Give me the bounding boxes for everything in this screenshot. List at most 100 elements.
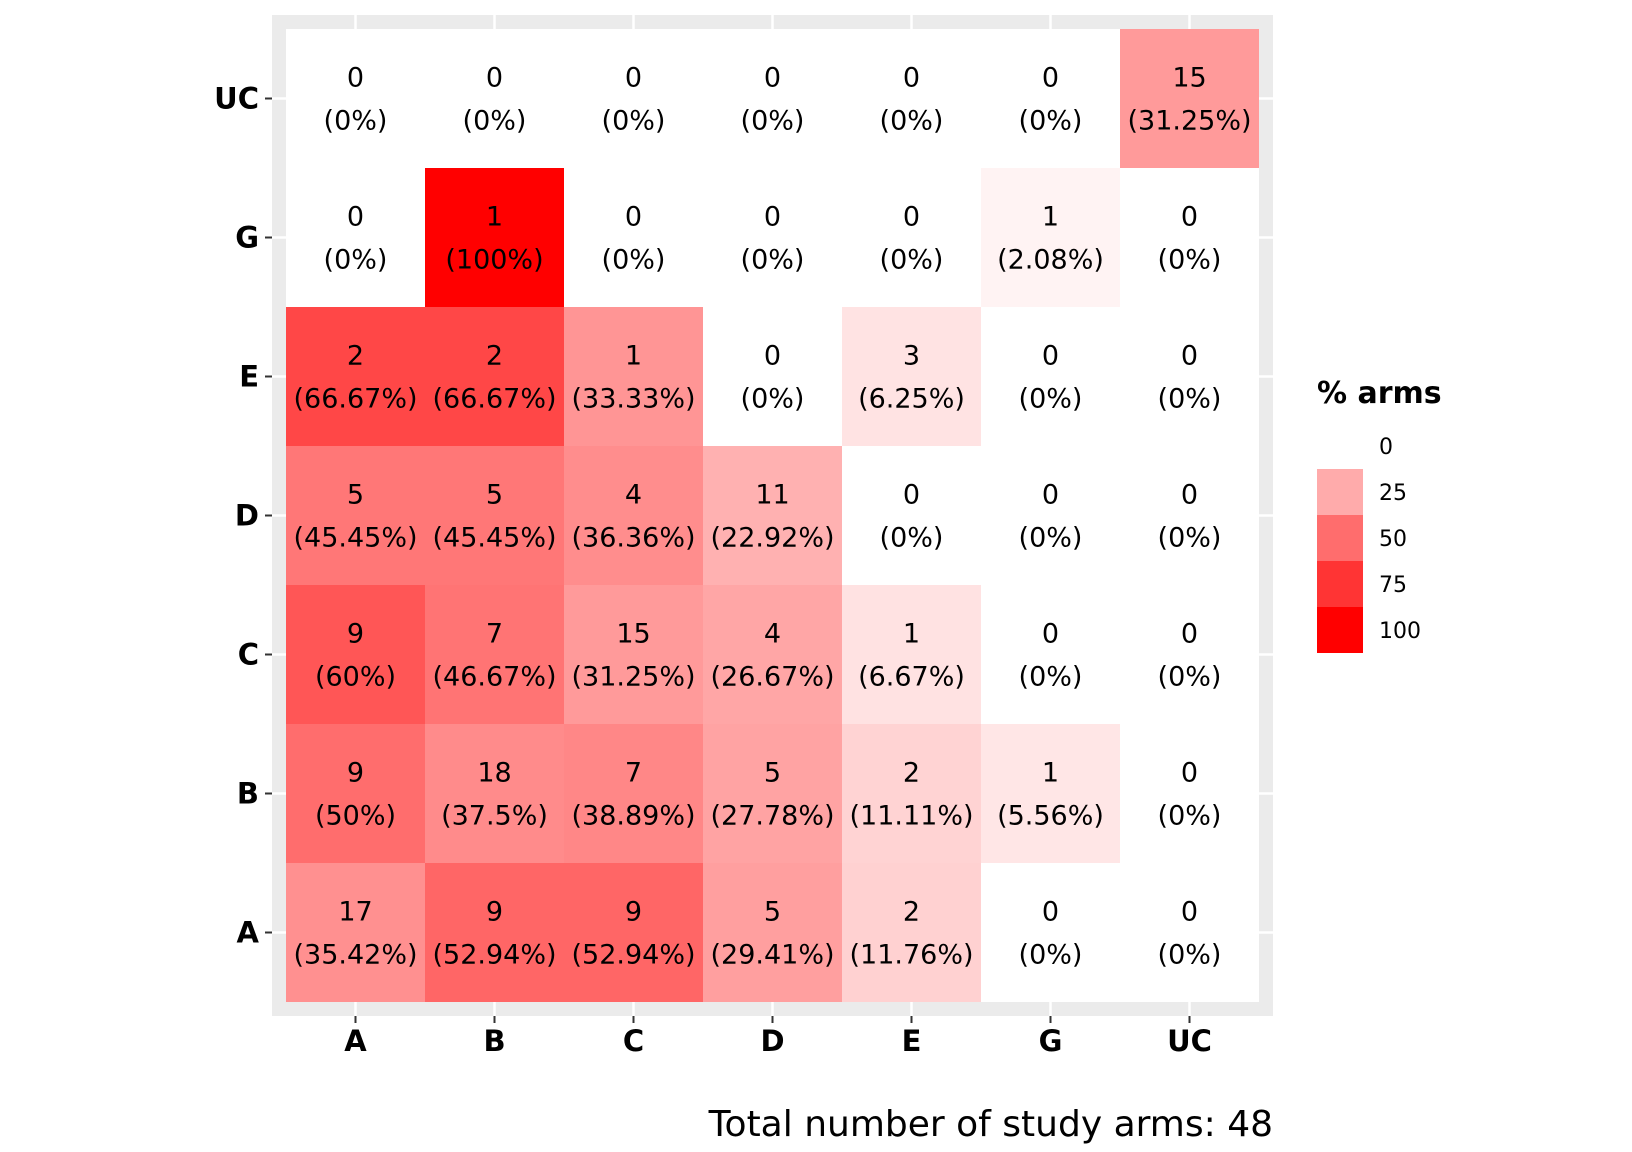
heatmap-cells <box>286 29 1259 1002</box>
legend-label: 100 <box>1379 619 1421 644</box>
cell-percent-label: (0%) <box>741 106 805 137</box>
heatmap-cell <box>286 29 425 168</box>
heatmap-cell <box>703 585 842 724</box>
cell-count-label: 0 <box>625 202 642 233</box>
cell-count-label: 0 <box>1181 341 1198 372</box>
cell-percent-label: (0%) <box>602 106 666 137</box>
cell-percent-label: (0%) <box>880 245 944 276</box>
axes: A B C D E G UC A B C D E G UC <box>214 82 1212 1059</box>
cell-count-label: 5 <box>486 480 503 511</box>
cell-count-label: 0 <box>486 63 503 94</box>
heatmap-cell <box>564 446 703 585</box>
cell-percent-label: (0%) <box>1019 940 1083 971</box>
heatmap-cell <box>564 585 703 724</box>
cell-count-label: 2 <box>347 341 364 372</box>
cell-count-label: 11 <box>755 480 789 511</box>
heatmap-cell <box>286 168 425 307</box>
heatmap-cell <box>981 307 1120 446</box>
cell-percent-label: (52.94%) <box>571 940 695 971</box>
cell-percent-label: (45.45%) <box>432 523 556 554</box>
cell-count-label: 0 <box>1181 480 1198 511</box>
heatmap-cell <box>842 446 981 585</box>
cell-count-label: 0 <box>347 202 364 233</box>
cell-count-label: 15 <box>616 619 650 650</box>
cell-count-label: 0 <box>903 202 920 233</box>
cell-count-label: 1 <box>625 341 642 372</box>
heatmap-cell <box>425 863 564 1002</box>
heatmap-cell <box>981 863 1120 1002</box>
cell-count-label: 2 <box>903 897 920 928</box>
heatmap-cell <box>703 29 842 168</box>
cell-percent-label: (0%) <box>1019 662 1083 693</box>
heatmap-cell <box>425 307 564 446</box>
heatmap-cell <box>286 863 425 1002</box>
heatmap-cell <box>564 168 703 307</box>
heatmap-cell <box>425 29 564 168</box>
cell-count-label: 7 <box>625 758 642 789</box>
cell-percent-label: (0%) <box>1019 523 1083 554</box>
heatmap-cell <box>842 724 981 863</box>
legend-label: 75 <box>1379 573 1407 598</box>
cell-count-label: 9 <box>347 619 364 650</box>
cell-count-label: 5 <box>764 897 781 928</box>
cell-percent-label: (0%) <box>1158 801 1222 832</box>
cell-count-label: 5 <box>764 758 781 789</box>
heatmap-cell <box>1120 724 1259 863</box>
heatmap-cell <box>703 863 842 1002</box>
cell-count-label: 0 <box>764 63 781 94</box>
cell-percent-label: (0%) <box>324 245 388 276</box>
cell-percent-label: (46.67%) <box>432 662 556 693</box>
cell-percent-label: (0%) <box>602 245 666 276</box>
cell-percent-label: (27.78%) <box>710 801 834 832</box>
cell-percent-label: (0%) <box>741 245 805 276</box>
heatmap-cell <box>1120 29 1259 168</box>
heatmap-cell <box>1120 863 1259 1002</box>
cell-count-label: 0 <box>347 63 364 94</box>
cell-percent-label: (0%) <box>324 106 388 137</box>
heatmap-cell <box>564 307 703 446</box>
cell-percent-label: (11.76%) <box>849 940 973 971</box>
cell-count-label: 0 <box>1042 619 1059 650</box>
cell-percent-label: (31.25%) <box>1127 106 1251 137</box>
heatmap-cell <box>842 29 981 168</box>
cell-count-label: 18 <box>477 758 511 789</box>
cell-percent-label: (35.42%) <box>293 940 417 971</box>
cell-percent-label: (0%) <box>1158 940 1222 971</box>
legend-key <box>1317 469 1363 515</box>
cell-percent-label: (0%) <box>463 106 527 137</box>
cell-percent-label: (6.25%) <box>858 384 965 415</box>
cell-percent-label: (0%) <box>1019 106 1083 137</box>
y-tick-label: B <box>237 777 259 811</box>
cell-percent-label: (66.67%) <box>432 384 556 415</box>
heatmap-cell <box>981 168 1120 307</box>
legend-title: % arms <box>1317 376 1442 411</box>
y-tick-label: A <box>237 916 260 950</box>
cell-percent-label: (45.45%) <box>293 523 417 554</box>
heatmap-cell <box>703 446 842 585</box>
cell-count-label: 2 <box>903 758 920 789</box>
cell-percent-label: (0%) <box>741 384 805 415</box>
cell-percent-label: (0%) <box>1158 245 1222 276</box>
cell-count-label: 1 <box>1042 202 1059 233</box>
cell-percent-label: (31.25%) <box>571 662 695 693</box>
heatmap-cell <box>981 29 1120 168</box>
cell-percent-label: (0%) <box>1158 384 1222 415</box>
cell-count-label: 9 <box>625 897 642 928</box>
heatmap-cell <box>286 446 425 585</box>
x-tick-label: A <box>344 1024 367 1058</box>
cell-percent-label: (29.41%) <box>710 940 834 971</box>
cell-count-label: 0 <box>1042 897 1059 928</box>
x-tick-label: D <box>760 1024 784 1058</box>
cell-count-label: 0 <box>764 341 781 372</box>
cell-count-label: 5 <box>347 480 364 511</box>
legend: % arms 0 25 50 75 100 <box>1317 376 1442 653</box>
heatmap-cell <box>425 168 564 307</box>
legend-key <box>1317 515 1363 561</box>
heatmap-cell <box>1120 307 1259 446</box>
cell-count-label: 3 <box>903 341 920 372</box>
cell-percent-label: (0%) <box>1158 523 1222 554</box>
cell-count-label: 4 <box>764 619 781 650</box>
y-tick-label: G <box>235 221 259 255</box>
cell-percent-label: (5.56%) <box>997 801 1104 832</box>
